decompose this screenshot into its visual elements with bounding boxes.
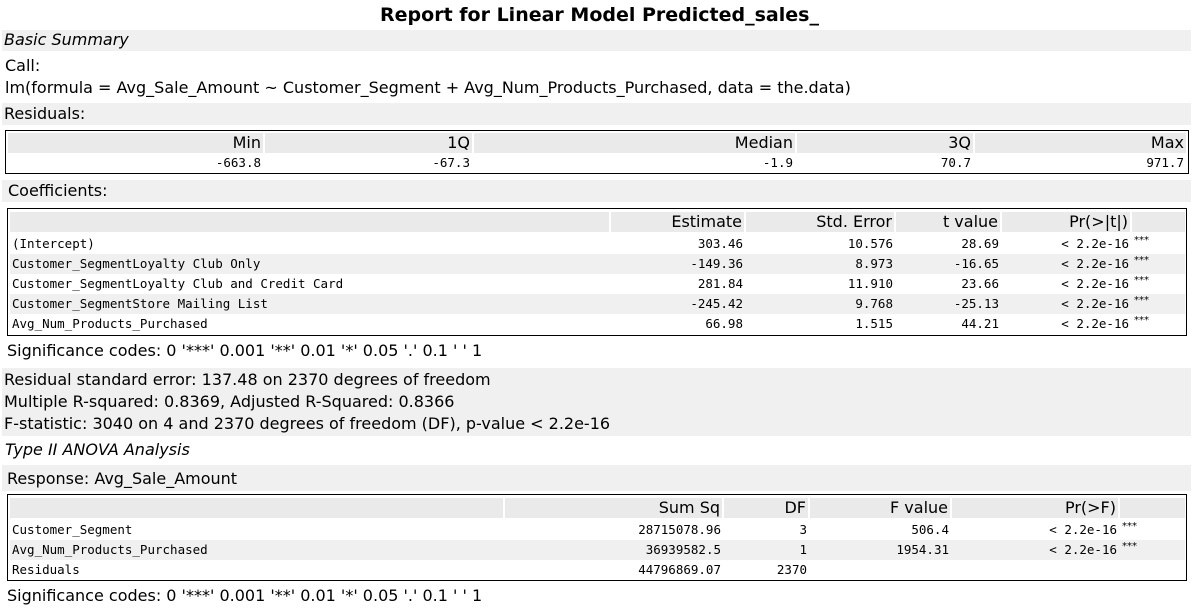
anova-header-sig [1120,498,1185,518]
resid-value-max: 971.7 [1146,155,1184,170]
anova-row-sum-sq: 28715078.96 [638,522,721,537]
residuals-label: Residuals: [4,104,86,123]
anova-significance-codes: Significance codes: 0 '***' 0.001 '**' 0… [7,586,483,605]
anova-row-p [952,560,1120,580]
anova-row: Avg_Num_Products_Purchased 36939582.5 1 … [10,540,1185,560]
resid-header-max: Max [975,133,1186,153]
anova-heading: Type II ANOVA Analysis [5,440,190,459]
anova-header-p: Pr(>F) [952,498,1118,518]
anova-header-f-value: F value [810,498,950,518]
call-label: Call: [5,56,41,75]
coef-row-estimate: 281.84 [697,276,743,291]
coef-header-blank [10,212,609,232]
coef-row-t-value: 23.66 [961,276,999,291]
coef-row-std-error: 8.973 [855,256,893,271]
coef-row-name: Avg_Num_Products_Purchased [12,316,208,331]
coef-row-sig: *** [1134,275,1149,286]
coef-row: Customer_SegmentStore Mailing List -245.… [10,294,1185,314]
r-squared: Multiple R-squared: 0.8369, Adjusted R-S… [4,392,455,411]
coef-row-t-value: 44.21 [961,316,999,331]
coef-row-name: Customer_SegmentStore Mailing List [12,296,268,311]
coef-row-p: < 2.2e-16 [1061,256,1129,271]
coef-row-t-value: -16.65 [953,256,999,271]
coef-row-std-error: 9.768 [855,296,893,311]
anova-row-f-value [810,560,952,580]
anova-table: Sum Sq DF F value Pr(>F) Customer_Segmen… [7,494,1187,581]
coef-row-sig: *** [1134,315,1149,326]
coef-row-estimate: -245.42 [690,296,743,311]
coef-row-name: Customer_SegmentLoyalty Club and Credit … [12,276,344,291]
anova-row-sum-sq: 36939582.5 [645,542,721,557]
coef-header-t-value: t value [896,212,1000,232]
resid-header-median: Median [474,133,795,153]
coefficients-band: Coefficients: [2,180,1191,202]
residuals-band: Residuals: [2,103,1191,125]
f-statistic: F-statistic: 3040 on 4 and 2370 degrees … [4,414,611,433]
anova-header-sum-sq: Sum Sq [505,498,722,518]
coef-row-std-error: 10.576 [847,236,893,251]
coef-row-std-error: 11.910 [847,276,893,291]
coef-row-p: < 2.2e-16 [1061,296,1129,311]
coefficients-label: Coefficients: [8,181,108,200]
call-formula: lm(formula = Avg_Sale_Amount ~ Customer_… [5,78,851,97]
resid-header-3q: 3Q [797,133,973,153]
coef-row-p: < 2.2e-16 [1061,276,1129,291]
coef-row: Customer_SegmentLoyalty Club and Credit … [10,274,1185,294]
anova-row-sig: *** [1122,521,1137,532]
coef-header-estimate: Estimate [611,212,744,232]
anova-row-df: 2370 [776,562,807,577]
anova-row-sum-sq: 44796869.07 [638,562,721,577]
anova-row-df: 3 [799,522,807,537]
coef-header-sig [1132,212,1185,232]
coefficients-table: Estimate Std. Error t value Pr(>|t|) (In… [7,208,1187,336]
anova-row-f-value: 1954.31 [896,542,949,557]
anova-row-df: 1 [799,542,807,557]
residuals-table: Min 1Q Median 3Q Max -663.8 -67.3 -1.9 7… [5,130,1189,174]
anova-row-name: Avg_Num_Products_Purchased [12,542,208,557]
coef-row-p: < 2.2e-16 [1061,236,1129,251]
coef-header-std-error: Std. Error [746,212,894,232]
coef-header-p: Pr(>|t|) [1002,212,1130,232]
basic-summary-heading: Basic Summary [4,30,129,49]
coef-row-sig: *** [1134,295,1149,306]
report-title: Report for Linear Model Predicted_sales_ [380,4,819,26]
anova-row-p: < 2.2e-16 [1049,522,1117,537]
residual-standard-error: Residual standard error: 137.48 on 2370 … [4,370,491,389]
anova-row-sig: *** [1122,541,1137,552]
resid-value-3q: 70.7 [940,155,971,170]
anova-row: Residuals 44796869.07 2370 [10,560,1185,580]
resid-header-min: Min [8,133,263,153]
coef-row-sig: *** [1134,235,1149,246]
coef-row-sig: *** [1134,255,1149,266]
coef-row-estimate: 66.98 [705,316,743,331]
resid-header-1q: 1Q [265,133,472,153]
basic-summary-band: Basic Summary [2,30,1191,51]
anova-header-df: DF [724,498,808,518]
coef-row: Customer_SegmentLoyalty Club Only -149.3… [10,254,1185,274]
resid-value-1q: -67.3 [432,155,470,170]
anova-row-f-value: 506.4 [911,522,949,537]
anova-row-p: < 2.2e-16 [1049,542,1117,557]
coef-row-std-error: 1.515 [855,316,893,331]
coef-significance-codes: Significance codes: 0 '***' 0.001 '**' 0… [7,341,483,360]
anova-row-name: Residuals [12,562,80,577]
resid-value-median: -1.9 [762,155,793,170]
anova-response-band: Response: Avg_Sale_Amount [2,465,1191,491]
coef-row: Avg_Num_Products_Purchased 66.98 1.515 4… [10,314,1185,334]
coef-row-estimate: 303.46 [697,236,743,251]
coef-row-t-value: -25.13 [953,296,999,311]
anova-row-name: Customer_Segment [12,522,133,537]
anova-response: Response: Avg_Sale_Amount [7,469,238,488]
coef-row-name: Customer_SegmentLoyalty Club Only [12,256,261,271]
resid-value-min: -663.8 [215,155,261,170]
coef-row: (Intercept) 303.46 10.576 28.69 < 2.2e-1… [10,234,1185,254]
model-stats-band: Residual standard error: 137.48 on 2370 … [2,368,1191,436]
anova-header-blank [10,498,503,518]
coef-row-p: < 2.2e-16 [1061,316,1129,331]
coef-row-t-value: 28.69 [961,236,999,251]
coef-row-estimate: -149.36 [690,256,743,271]
coef-row-name: (Intercept) [12,236,95,251]
anova-row: Customer_Segment 28715078.96 3 506.4 < 2… [10,520,1185,540]
